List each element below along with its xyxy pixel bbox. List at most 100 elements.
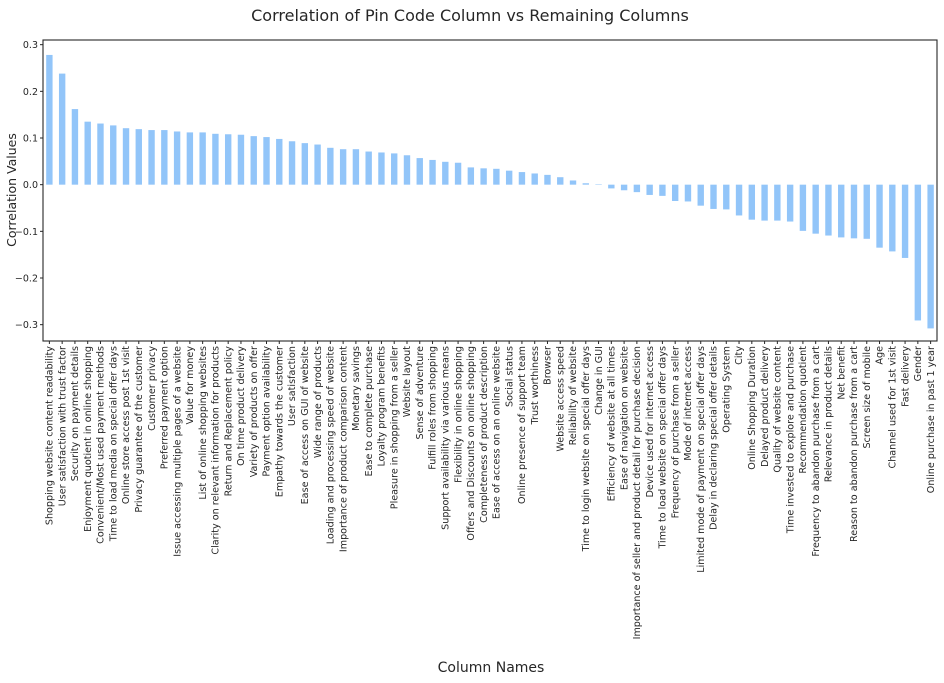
x-tick-label: Time to load website on special offer da…: [658, 346, 669, 550]
bar: [276, 138, 283, 185]
x-tick-label: Ease to complete purchase: [364, 346, 375, 477]
y-tick-label: 0.0: [23, 180, 38, 191]
bar: [378, 152, 385, 185]
x-tick-label: On time product delivery: [236, 346, 247, 466]
x-tick-label: Online store access post 1st visit: [121, 346, 132, 504]
x-tick-label: Importance of product comparison content: [338, 346, 349, 552]
chart-title: Correlation of Pin Code Column vs Remain…: [251, 6, 689, 25]
x-tick-label: Mode of internet access: [683, 346, 694, 461]
x-tick-label: Offers and Discounts on online shopping: [466, 346, 477, 541]
x-tick-label: Recommendation quotient: [798, 346, 809, 474]
x-tick-label: User satisfaction with trust factor: [57, 346, 68, 506]
x-tick-label: Delay in declaring special offer details: [709, 346, 720, 530]
x-tick-label: List of online shopping websites: [198, 346, 209, 500]
bar: [161, 130, 168, 185]
x-tick-label: Delayed product delivery: [760, 346, 771, 467]
x-tick-label: Website access speed: [555, 346, 566, 452]
x-tick-label: Ease of access on GUI of website: [300, 346, 311, 504]
bar: [569, 180, 577, 185]
bar: [480, 168, 487, 185]
bar: [97, 123, 104, 185]
y-axis-label: Correlation Values: [4, 133, 19, 247]
x-tick-label: Completeness of product description: [479, 346, 490, 523]
bar: [659, 184, 666, 196]
x-tick-label: Fast delivery: [900, 346, 911, 407]
bar: [263, 137, 270, 185]
bar: [339, 149, 347, 185]
x-tick-label: Online Shopping Duration: [747, 346, 758, 470]
bar: [135, 129, 142, 185]
bar: [454, 162, 462, 185]
y-tick-label: −0.3: [15, 320, 38, 331]
bar: [493, 168, 500, 185]
x-tick-label: Sense of adventure: [415, 346, 426, 440]
bar: [863, 184, 870, 239]
x-tick-label: Online purchase in past 1 year: [926, 346, 937, 493]
x-tick-label: Shopping website content readability: [45, 346, 56, 525]
x-tick-label: Wide range of products: [313, 346, 324, 458]
x-tick-label: Ease of access on an online website: [492, 346, 503, 519]
bar: [557, 177, 564, 185]
x-tick-label: Flexibility in online shopping: [453, 346, 464, 483]
bar: [173, 131, 181, 185]
bar: [71, 109, 79, 185]
plot-frame: [42, 39, 938, 342]
bar: [391, 153, 398, 185]
x-tick-label: Return and Replacement policy: [223, 346, 234, 497]
y-tick-label: −0.2: [15, 274, 38, 285]
bar: [620, 184, 628, 191]
bar: [901, 184, 909, 258]
bar: [914, 184, 922, 321]
x-tick-label: Customer privacy: [147, 346, 158, 431]
bar: [442, 161, 449, 185]
bar: [301, 143, 309, 185]
x-tick-label: Issue accessing multiple pages of a webs…: [172, 346, 183, 557]
x-tick-label: Pleasure in shopping from a seller: [389, 346, 400, 509]
bar: [582, 183, 589, 185]
bar: [608, 184, 615, 189]
bar: [58, 73, 66, 185]
bar: [531, 173, 538, 185]
x-tick-label: Privacy guarantee of the customer: [134, 346, 145, 513]
x-tick-label: Limited mode of payment on special offer…: [696, 346, 707, 573]
bar: [825, 184, 832, 236]
bar: [812, 184, 819, 234]
bar: [288, 141, 296, 185]
x-tick-label: Payment option availability: [262, 346, 273, 477]
bar: [710, 184, 717, 209]
bar: [467, 167, 475, 185]
x-tick-label: Reliability of website: [568, 346, 579, 445]
x-axis-label: Column Names: [438, 660, 545, 676]
bar: [735, 184, 743, 216]
x-tick-label: Fulfill roles from shopping: [428, 346, 439, 470]
bar: [671, 184, 679, 201]
x-tick-label: Preferred payment option: [160, 346, 171, 469]
bar: [224, 134, 232, 185]
x-tick-label: Empathy towards the customer: [274, 346, 285, 497]
bar: [505, 170, 513, 185]
x-tick-label: Website layout: [402, 346, 413, 417]
bar: [850, 184, 858, 239]
x-tick-label: Age: [875, 346, 886, 365]
x-tick-label: Quality of website content: [773, 346, 784, 473]
bar: [786, 184, 794, 222]
x-tick-label: User satisfaction: [287, 346, 298, 426]
x-tick-label: Relevance in product details: [824, 346, 835, 482]
x-tick-label: Value for money: [185, 346, 196, 425]
bar: [633, 184, 641, 193]
x-tick-label: Efficiency of website at all times: [607, 346, 618, 501]
x-tick-label: Clarity on relevant information for prod…: [211, 346, 222, 555]
bar: [327, 147, 334, 185]
x-tick-label: Gender: [913, 346, 924, 381]
x-tick-label: Net benefit: [836, 346, 847, 400]
bar: [199, 132, 206, 185]
bar: [84, 121, 91, 185]
x-tick-label: Change in GUI: [594, 346, 605, 415]
bar: [889, 184, 896, 252]
x-tick-label: City: [734, 346, 745, 365]
bar: [838, 184, 845, 238]
x-tick-label: Monetary savings: [351, 346, 362, 431]
x-tick-label: Frequency of purchase from a seller: [670, 346, 681, 518]
bar: [799, 184, 807, 231]
bar: [723, 184, 730, 210]
